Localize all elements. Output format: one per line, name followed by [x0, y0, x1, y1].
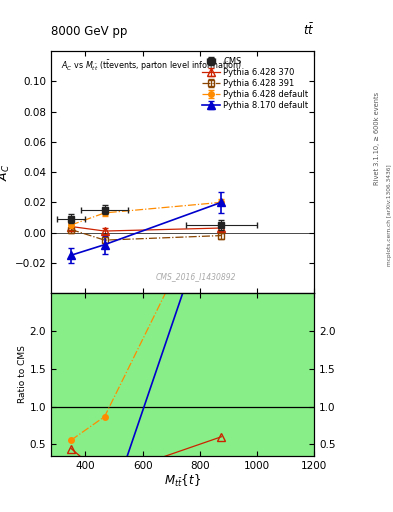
Text: Rivet 3.1.10, ≥ 600k events: Rivet 3.1.10, ≥ 600k events — [374, 92, 380, 185]
X-axis label: $M_{t\bar{t}}\{t\}$: $M_{t\bar{t}}\{t\}$ — [164, 473, 201, 489]
Y-axis label: Ratio to CMS: Ratio to CMS — [18, 346, 27, 403]
Legend: CMS, Pythia 6.428 370, Pythia 6.428 391, Pythia 6.428 default, Pythia 8.170 defa: CMS, Pythia 6.428 370, Pythia 6.428 391,… — [200, 55, 310, 112]
Text: $t\bar{t}$: $t\bar{t}$ — [303, 23, 314, 38]
Text: 8000 GeV pp: 8000 GeV pp — [51, 26, 127, 38]
Text: $A_C$ vs $M_{t\bar{t}}$ (t$\bar{\mathrm{t}}$events, parton level information): $A_C$ vs $M_{t\bar{t}}$ (t$\bar{\mathrm{… — [61, 58, 242, 73]
Text: CMS_2016_I1430892: CMS_2016_I1430892 — [156, 272, 236, 281]
Text: mcplots.cern.ch [arXiv:1306.3436]: mcplots.cern.ch [arXiv:1306.3436] — [387, 164, 391, 266]
Y-axis label: $A_C$: $A_C$ — [0, 163, 12, 181]
